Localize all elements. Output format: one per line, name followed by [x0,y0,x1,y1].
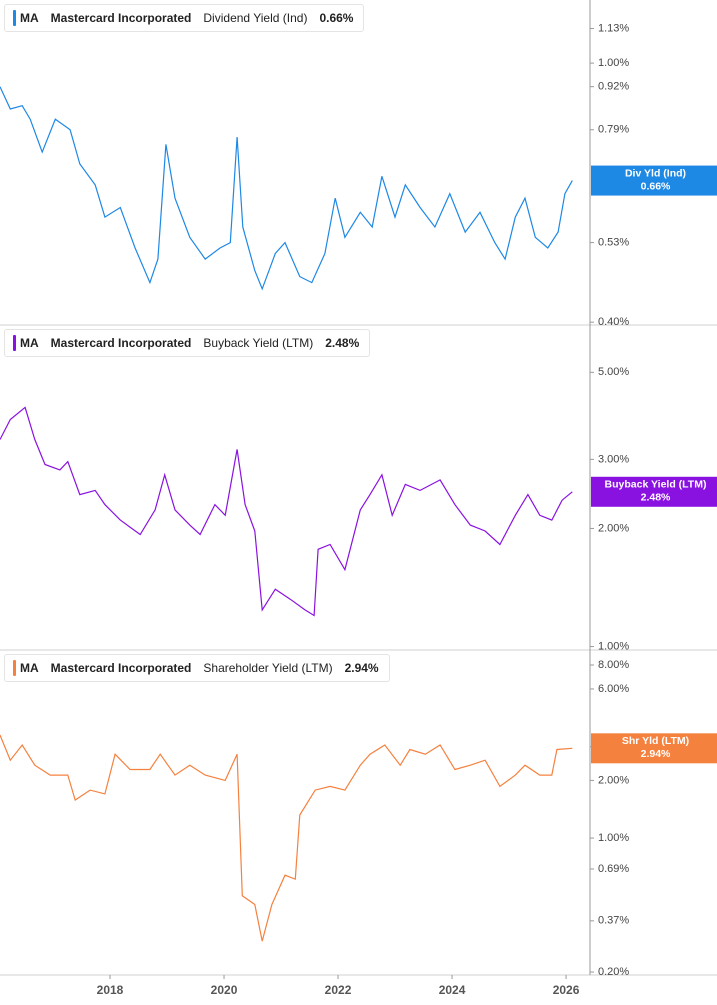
legend-company: Mastercard Incorporated [50,336,192,350]
badge-value: 0.66% [641,180,671,192]
x-tick-label: 2018 [97,983,124,997]
y-tick-label: 0.40% [598,316,629,328]
y-tick-label: 6.00% [598,683,629,695]
x-tick-label: 2020 [211,983,238,997]
legend-value: 2.48% [325,336,360,350]
y-tick-label: 0.53% [598,236,629,248]
y-tick-label: 1.00% [598,640,629,652]
badge-value: 2.48% [641,492,671,504]
value-badge [591,165,717,196]
legend-value: 2.94% [344,661,379,675]
legend-series: Buyback Yield (LTM) [203,336,314,350]
y-tick-label: 2.00% [598,522,629,534]
y-tick-label: 0.20% [598,966,629,978]
legend-ticker: MA [20,661,39,675]
legend: MA Mastercard Incorporated Buyback Yield (… [4,329,371,357]
legend-company: Mastercard Incorporated [50,11,192,25]
value-badge [591,733,717,764]
legend-ticker: MA [20,336,39,350]
series-line [0,406,573,617]
series-line [0,86,573,291]
legend-company: Mastercard Incorporated [50,661,192,675]
y-tick-label: 0.92% [598,81,629,93]
x-tick-label: 2022 [325,983,352,997]
badge-title: Shr Yld (LTM) [622,735,689,747]
value-badge [591,476,717,507]
series-line [0,734,573,942]
x-tick-label: 2024 [439,983,466,997]
y-tick-label: 3.00% [598,453,629,465]
y-tick-label: 8.00% [598,659,629,671]
y-tick-label: 1.00% [598,832,629,844]
legend-swatch [13,10,16,26]
badge-value: 2.94% [641,748,671,760]
legend-series: Dividend Yield (Ind) [203,11,308,25]
y-tick-label: 1.00% [598,57,629,69]
y-tick-label: 0.37% [598,915,629,927]
y-tick-label: 0.69% [598,863,629,875]
y-tick-label: 2.00% [598,774,629,786]
legend-swatch [13,660,16,676]
y-tick-label: 0.79% [598,124,629,136]
badge-title: Buyback Yield (LTM) [605,479,707,491]
legend: MA Mastercard Incorporated Shareholder Yie… [4,654,390,682]
legend-value: 0.66% [319,11,354,25]
legend-ticker: MA [20,11,39,25]
legend-swatch [13,335,16,351]
y-tick-label: 5.00% [598,366,629,378]
x-tick-label: 2026 [553,983,580,997]
legend: MA Mastercard Incorporated Dividend Yield … [4,4,365,32]
y-tick-label: 1.13% [598,22,629,34]
badge-title: Div Yld (Ind) [625,167,686,179]
legend-series: Shareholder Yield (LTM) [203,661,333,675]
